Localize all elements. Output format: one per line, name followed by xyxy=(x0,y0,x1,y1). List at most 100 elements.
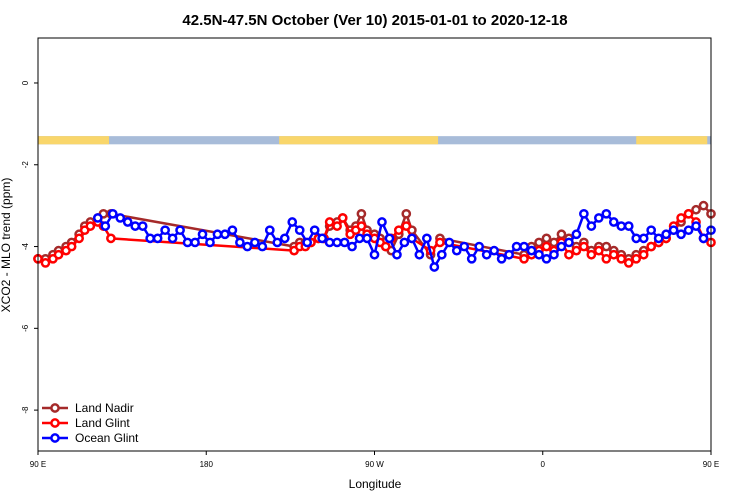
data-point xyxy=(676,229,686,240)
data-point xyxy=(264,225,275,236)
series-ocean-glint xyxy=(92,208,716,272)
data-point xyxy=(564,249,574,260)
data-point xyxy=(526,245,537,256)
data-point xyxy=(579,208,589,219)
y-tick-label: -2 xyxy=(21,161,30,169)
data-point xyxy=(205,237,215,248)
data-point xyxy=(407,233,417,244)
legend-marker xyxy=(50,403,60,413)
y-axis: 0 -2 -4 -6 -8 xyxy=(21,80,38,414)
x-tick-label: 0 xyxy=(541,460,546,469)
data-point xyxy=(616,221,627,231)
data-point xyxy=(137,221,148,231)
data-point xyxy=(676,213,686,223)
x-tick-label: 90 E xyxy=(30,460,46,469)
data-point xyxy=(579,241,589,252)
data-point xyxy=(380,241,391,252)
land-segment-0 xyxy=(38,136,110,145)
data-point xyxy=(354,233,365,244)
chart-title: 42.5N-47.5N October (Ver 10) 2015-01-01 … xyxy=(182,12,567,29)
data-point xyxy=(504,249,514,260)
data-point xyxy=(40,258,51,268)
data-point xyxy=(435,237,445,248)
y-tick-label: -6 xyxy=(21,324,30,332)
data-point xyxy=(691,221,701,231)
data-point xyxy=(593,245,604,256)
data-point xyxy=(152,233,163,244)
data-point xyxy=(356,221,367,231)
y-tick-label: 0 xyxy=(21,80,30,85)
data-point xyxy=(631,253,642,264)
data-point xyxy=(250,237,260,248)
data-point xyxy=(227,225,238,236)
data-point xyxy=(646,225,657,236)
data-point xyxy=(294,225,305,236)
data-point xyxy=(175,225,185,236)
data-point xyxy=(474,241,485,252)
data-point xyxy=(220,229,230,240)
data-point xyxy=(337,213,348,223)
data-point xyxy=(115,213,126,223)
data-point xyxy=(122,217,133,227)
data-point xyxy=(167,233,178,244)
data-point xyxy=(661,229,671,240)
data-point xyxy=(421,233,432,244)
data-point xyxy=(182,237,193,248)
data-point xyxy=(638,249,649,260)
data-point xyxy=(85,221,96,231)
data-point xyxy=(74,233,84,244)
series-layer xyxy=(33,200,716,272)
data-point xyxy=(489,245,499,256)
data-point xyxy=(556,229,567,240)
data-point xyxy=(541,241,552,252)
data-point xyxy=(601,253,612,264)
data-point xyxy=(401,208,412,219)
data-point xyxy=(369,249,380,260)
data-point xyxy=(339,237,350,248)
y-tick-label: -8 xyxy=(21,406,30,414)
data-point xyxy=(444,237,455,248)
data-point xyxy=(106,233,116,244)
data-point xyxy=(638,233,649,244)
legend-marker xyxy=(50,433,60,443)
data-point xyxy=(631,233,642,244)
data-point xyxy=(399,237,410,248)
data-point xyxy=(616,253,627,264)
data-point xyxy=(362,233,372,244)
data-point xyxy=(698,200,709,211)
legend-item: Land Glint xyxy=(42,416,130,430)
data-point xyxy=(519,241,529,252)
x-tick-label: 180 xyxy=(200,460,214,469)
data-point xyxy=(429,262,440,272)
land-segment-1 xyxy=(279,136,439,145)
data-point xyxy=(683,208,694,219)
data-point xyxy=(332,237,342,248)
y-tick-label: -4 xyxy=(21,242,30,250)
legend-label: Land Glint xyxy=(75,416,130,430)
data-point xyxy=(53,249,64,260)
data-point xyxy=(393,225,404,236)
data-point xyxy=(571,229,582,240)
x-tick-label: 90 E xyxy=(703,460,719,469)
land-segment-2 xyxy=(636,136,708,145)
data-point xyxy=(586,221,597,231)
data-point xyxy=(668,225,679,236)
data-point xyxy=(356,208,367,219)
data-point xyxy=(66,241,77,252)
legend-item: Ocean Glint xyxy=(42,431,139,445)
data-point xyxy=(534,237,544,248)
y-axis-label: XCO2 - MLO trend (ppm) xyxy=(0,178,13,313)
data-point xyxy=(534,249,544,260)
data-point xyxy=(309,225,320,236)
data-point xyxy=(653,233,664,244)
data-point xyxy=(541,253,552,264)
data-point xyxy=(623,221,634,231)
data-point xyxy=(107,208,118,219)
data-point xyxy=(332,221,342,231)
data-point xyxy=(317,233,328,244)
data-point xyxy=(235,237,245,248)
data-point xyxy=(683,225,694,236)
data-point xyxy=(556,241,567,252)
data-point xyxy=(197,229,208,240)
